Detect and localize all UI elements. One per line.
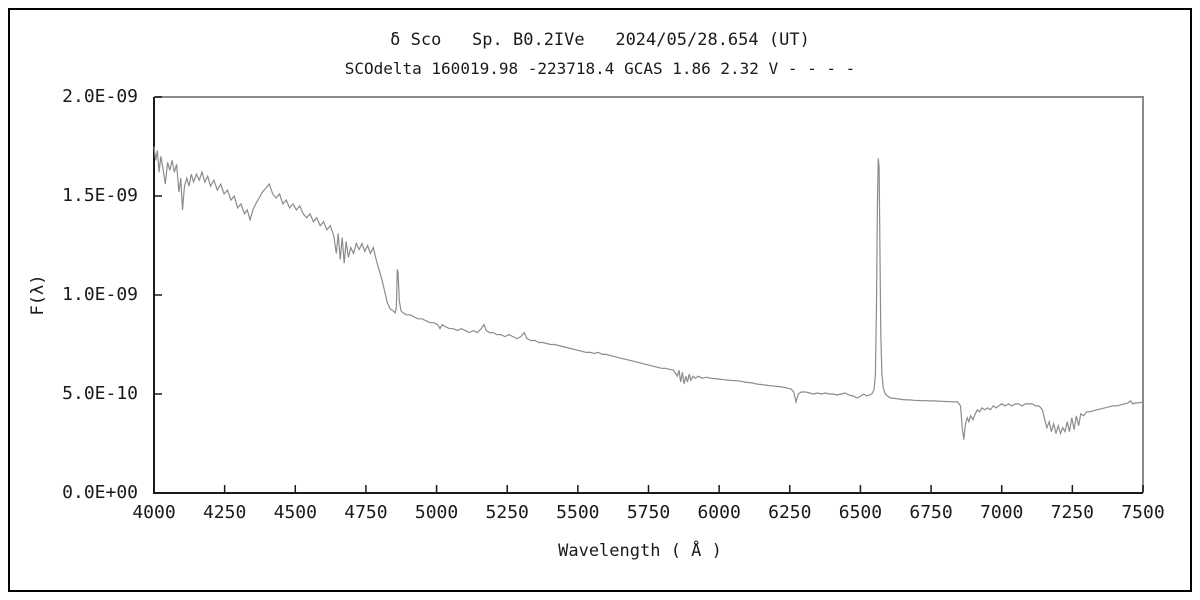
y-tick-label: 1.5E-09 [62, 185, 138, 206]
x-tick-label: 4500 [273, 502, 317, 523]
x-tick-label: 5250 [485, 502, 529, 523]
x-tick-label: 5500 [556, 502, 600, 523]
x-tick-label: 7000 [980, 502, 1024, 523]
x-tick-label: 6250 [768, 502, 812, 523]
chart-title: δ Sco Sp. B0.2IVe 2024/05/28.654 (UT) [390, 30, 810, 50]
plot-frame [154, 96, 1144, 493]
x-axis-label: Wavelength ( Å ) [558, 541, 722, 561]
y-tick-label: 2.0E-09 [62, 86, 138, 107]
x-tick-label: 5000 [414, 502, 459, 523]
y-tick-label: 1.0E-09 [62, 284, 138, 305]
chart-subtitle: SCOdelta 160019.98 -223718.4 GCAS 1.86 2… [344, 59, 856, 78]
x-tick-label: 6000 [697, 502, 741, 523]
x-tick-label: 4250 [202, 502, 247, 523]
x-tick-label: 5750 [626, 502, 671, 523]
x-tick-label: 4000 [132, 502, 176, 523]
x-tick-label: 7500 [1121, 502, 1165, 523]
spectrum-line [153, 146, 1144, 440]
y-tick-label: 5.0E-10 [62, 383, 138, 404]
y-tick-label: 0.0E+00 [62, 482, 138, 503]
plot-axes [153, 97, 1143, 494]
x-tick-label: 6500 [838, 502, 883, 523]
x-tick-label: 7250 [1050, 502, 1095, 523]
x-tick-label: 4750 [344, 502, 388, 523]
x-tick-label: 6750 [909, 502, 953, 523]
